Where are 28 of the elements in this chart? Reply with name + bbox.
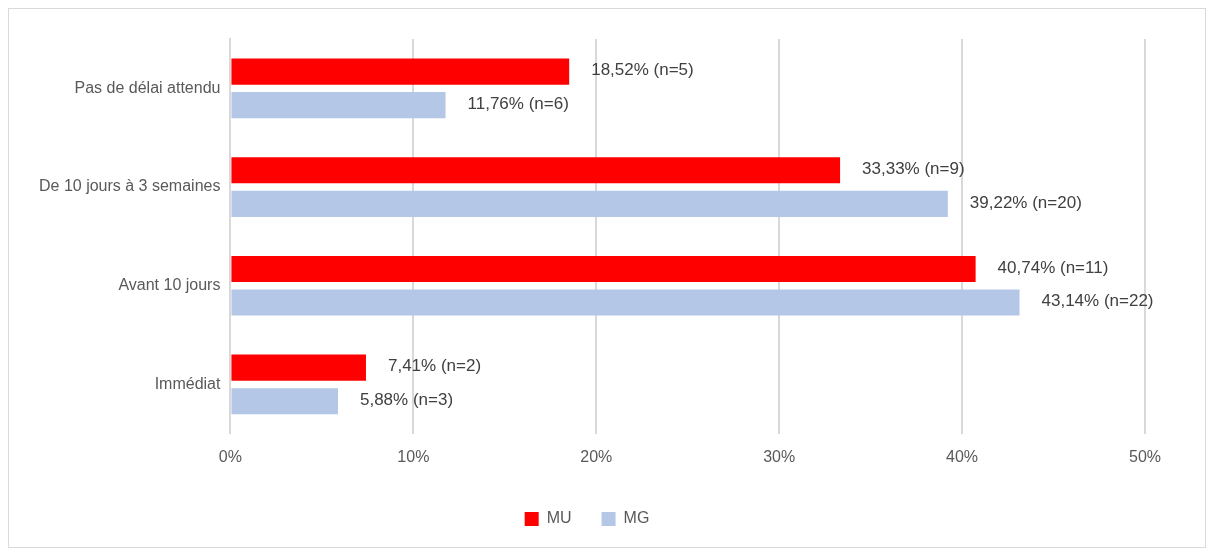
data-label: 39,22% (n=20) <box>969 192 1082 212</box>
x-tick-label: 50% <box>1128 447 1162 465</box>
data-label: 18,52% (n=5) <box>591 60 694 80</box>
x-tick-label: 0% <box>218 447 242 465</box>
y-tick-label: Pas de délai attendu <box>74 78 221 96</box>
data-label: 40,74% (n=11) <box>997 257 1109 277</box>
bar <box>231 58 570 85</box>
x-tick-label: 20% <box>580 447 613 465</box>
bar <box>231 157 841 184</box>
bar <box>231 92 446 119</box>
x-tick-label: 10% <box>397 447 430 465</box>
bar <box>231 354 366 381</box>
legend-label: MG <box>623 509 650 527</box>
bar <box>231 190 948 217</box>
x-tick-label: 40% <box>946 447 979 465</box>
data-label: 33,33% (n=9) <box>862 158 965 178</box>
y-tick-label: De 10 jours à 3 semaines <box>38 177 221 195</box>
bar <box>231 388 338 415</box>
bar <box>231 255 976 283</box>
y-tick-label: Immédiat <box>154 374 221 392</box>
bar <box>231 289 1020 316</box>
y-tick-label: Avant 10 jours <box>118 276 221 294</box>
data-label: 5,88% (n=3) <box>359 389 454 409</box>
data-label: 11,76% (n=6) <box>467 93 569 113</box>
legend-label: MU <box>546 509 572 527</box>
data-label: 7,41% (n=2) <box>387 356 482 376</box>
data-label: 43,14% (n=22) <box>1041 291 1154 311</box>
x-tick-label: 30% <box>763 447 796 465</box>
